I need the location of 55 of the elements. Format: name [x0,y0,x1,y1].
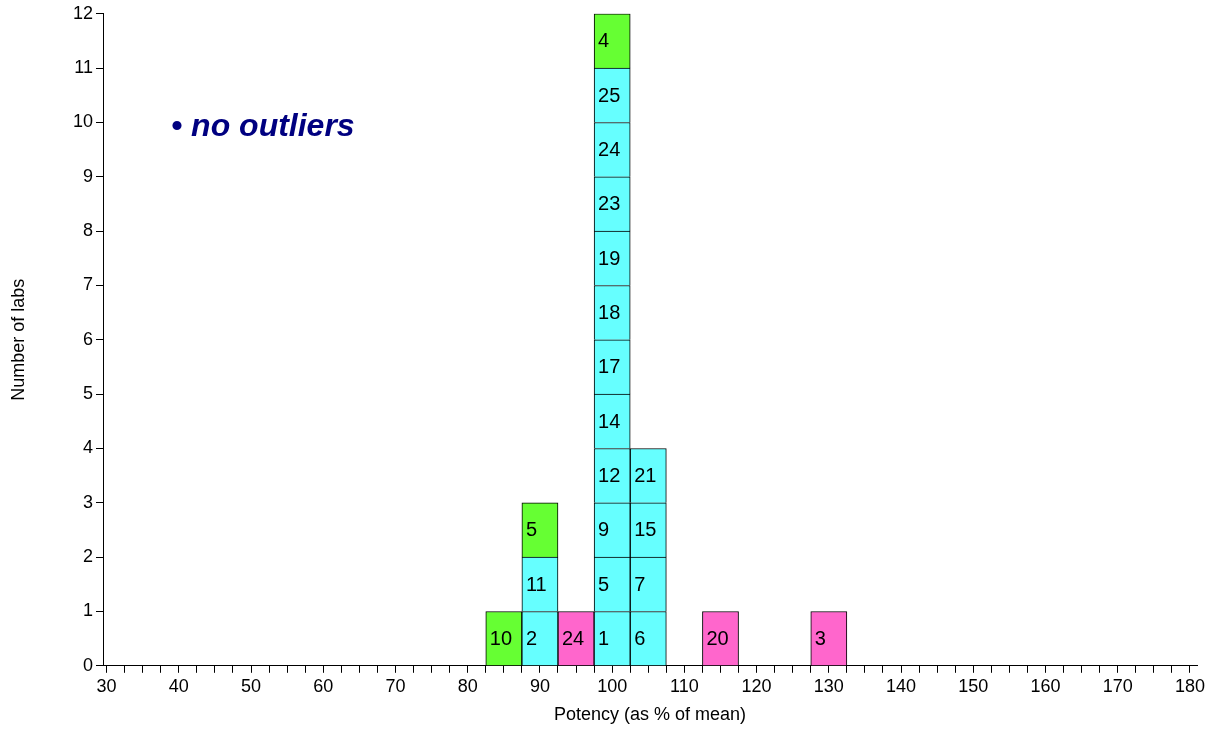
annotation: 19 [598,246,621,269]
x-tick-label: 30 [96,675,117,696]
annotation: 23 [598,192,621,215]
annotation: 3 [814,627,826,650]
annotation: 25 [598,83,621,106]
annotation: 17 [598,355,621,378]
annotation: 5 [525,518,538,541]
annotation: 15 [634,518,657,541]
x-tick-label: 180 [1174,675,1205,696]
y-tick-label: 0 [82,654,93,675]
x-tick-label: 130 [813,675,844,696]
annotation: 20 [706,627,729,650]
annotation: • no outliers [171,106,355,143]
annotation: 2 [525,627,538,650]
x-tick-label: 90 [529,675,550,696]
annotation: 10 [489,627,513,650]
x-tick-label: 160 [1030,675,1061,696]
annotation: 24 [598,138,621,161]
y-tick-label: 4 [82,437,93,458]
x-tick-label: 150 [958,675,989,696]
annotation: 21 [634,464,657,487]
x-tick-label: 80 [457,675,478,696]
annotation: 24 [561,627,585,650]
x-tick-label: 60 [313,675,334,696]
y-tick-label: 6 [82,328,93,349]
x-tick-label: 40 [168,675,189,696]
x-tick-label: 170 [1102,675,1133,696]
y-tick-label: 12 [72,2,93,23]
x-tick-label: 100 [597,675,628,696]
annotation: 12 [598,464,621,487]
x-tick-label: 110 [670,675,699,696]
y-tick-label: 1 [82,600,93,621]
y-axis-title: Number of labs [7,278,28,401]
annotation: 7 [634,572,646,595]
y-tick-label: 7 [82,274,93,295]
y-tick-label: 11 [74,57,93,78]
y-tick-label: 10 [72,111,93,132]
annotation: 18 [598,301,621,324]
x-tick-label: 140 [886,675,917,696]
y-tick-label: 9 [82,165,93,186]
x-tick-label: 120 [741,675,772,696]
y-tick-label: 3 [82,491,93,512]
x-axis-title: Potency (as % of mean) [554,704,747,725]
annotation: 6 [634,627,646,650]
y-tick-label: 5 [82,383,93,404]
annotation: 1 [598,627,610,650]
annotation: 11 [525,572,547,595]
annotation: 4 [598,29,610,52]
annotation: 9 [598,518,610,541]
x-tick-label: 50 [241,675,262,696]
y-tick-label: 2 [82,546,93,567]
x-tick-label: 70 [385,675,406,696]
annotation: 14 [598,409,621,432]
annotation: 5 [598,572,610,595]
y-tick-label: 8 [82,220,93,241]
